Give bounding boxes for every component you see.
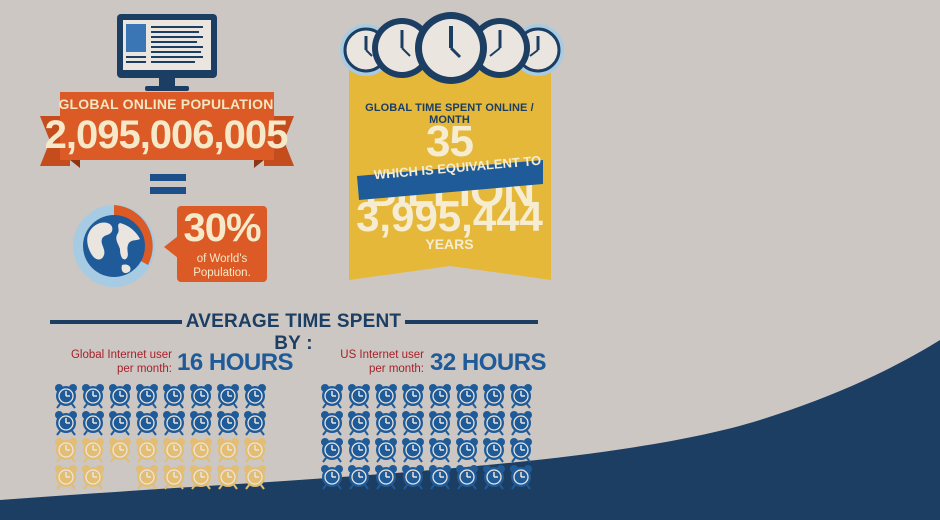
alarm-clock-icon — [429, 411, 451, 436]
alarm-clock-icon — [217, 438, 239, 463]
alarm-clock-icon — [510, 411, 532, 436]
alarm-clock-icon — [456, 411, 478, 436]
alarm-clock-icon — [375, 411, 397, 436]
global-hours: 16 HOURS — [177, 349, 294, 376]
alarm-clock-icon — [244, 384, 266, 409]
alarm-clock-icon — [348, 411, 370, 436]
percent-caption-line2: Population. — [193, 267, 251, 279]
average-title: AVERAGE TIME SPENT BY : — [185, 311, 402, 354]
alarm-clock-icon — [136, 465, 158, 490]
alarm-clock-icon — [82, 384, 104, 409]
population-ribbon — [40, 92, 294, 168]
alarm-clock-icon — [82, 411, 104, 436]
heading-line-right — [405, 320, 538, 324]
alarm-clock-icon — [348, 465, 370, 490]
wall-clock-icon — [470, 18, 530, 78]
alarm-clock-icon — [456, 384, 478, 409]
alarm-clock-icon — [402, 465, 424, 490]
population-value: 2,095,006,005 — [44, 113, 289, 157]
alarm-clock-icon — [55, 438, 77, 463]
alarm-clock-icon — [82, 438, 104, 463]
alarm-clock-icon — [244, 438, 266, 463]
alarm-clock-icon — [429, 438, 451, 463]
global-user-label: Global Internet user per month: — [40, 348, 172, 376]
percent-caption: of World's Population. — [177, 252, 267, 280]
alarm-clock-icon — [375, 384, 397, 409]
alarm-clock-icon — [163, 384, 185, 409]
alarm-clock-icon — [217, 411, 239, 436]
alarm-clock-icon — [510, 465, 532, 490]
alarm-clock-icon — [429, 384, 451, 409]
alarm-clock-icon — [321, 465, 343, 490]
alarm-clock-icon — [82, 465, 104, 490]
global-label-line2: per month: — [117, 363, 172, 375]
alarm-clock-icon — [456, 465, 478, 490]
alarm-clock-icon — [136, 384, 158, 409]
alarm-clock-icon — [456, 438, 478, 463]
alarm-clock-icon — [244, 465, 266, 490]
alarm-clock-icon — [321, 411, 343, 436]
alarm-clock-icon — [136, 411, 158, 436]
years-value: 3,995,444 — [356, 193, 543, 240]
alarm-clock-icon — [510, 384, 532, 409]
wall-clock-icon — [372, 18, 432, 78]
alarm-clock-icon — [375, 438, 397, 463]
alarm-clock-icon — [55, 384, 77, 409]
alarm-clock-icon — [217, 465, 239, 490]
global-label-line1: Global Internet user — [70, 349, 172, 361]
alarm-clock-icon — [321, 384, 343, 409]
alarm-clock-icon — [55, 465, 77, 490]
wall-clocks — [340, 12, 564, 84]
wall-clock-icon — [415, 12, 487, 84]
alarm-clock-icon — [348, 438, 370, 463]
us-user-label: US Internet user per month: — [290, 348, 424, 376]
alarm-clock-icon — [321, 438, 343, 463]
alarm-clock-icon — [402, 411, 424, 436]
alarm-clock-icon — [348, 384, 370, 409]
alarm-clock-icon — [429, 465, 451, 490]
alarm-clock-icon — [190, 465, 212, 490]
equals-sign — [150, 174, 186, 194]
alarm-clock-icon — [483, 384, 505, 409]
global-clock-grid — [55, 384, 266, 490]
globe-icon — [73, 205, 155, 287]
us-label-line2: per month: — [369, 363, 424, 375]
alarm-clock-icon — [483, 411, 505, 436]
monitor-icon — [117, 14, 217, 91]
years-label: YEARS — [425, 236, 474, 252]
alarm-clock-icon — [244, 411, 266, 436]
alarm-clock-icon — [55, 411, 77, 436]
alarm-clock-icon — [402, 384, 424, 409]
alarm-clock-icon — [483, 438, 505, 463]
alarm-clock-icon — [109, 438, 131, 463]
population-title: GLOBAL ONLINE POPULATION — [58, 96, 274, 112]
us-clock-grid — [321, 384, 532, 490]
percent-box — [177, 206, 267, 282]
alarm-clock-icon — [510, 438, 532, 463]
percent-caption-line1: of World's — [196, 253, 248, 265]
equivalent-band — [357, 160, 543, 200]
alarm-clock-icon — [163, 438, 185, 463]
percent-value: 30% — [183, 206, 261, 250]
alarm-clock-icon — [109, 411, 131, 436]
percent-pointer — [164, 236, 178, 258]
alarm-clock-icon — [190, 411, 212, 436]
alarm-clock-icon — [190, 384, 212, 409]
time-title: GLOBAL TIME SPENT ONLINE / MONTH — [365, 102, 534, 126]
alarm-clock-icon — [483, 465, 505, 490]
us-label-line1: US Internet user — [340, 349, 424, 361]
alarm-clock-icon — [375, 465, 397, 490]
us-hours: 32 HOURS — [430, 349, 547, 376]
alarm-clock-icon — [190, 438, 212, 463]
alarm-clock-icon — [109, 384, 131, 409]
alarm-clock-icon — [136, 438, 158, 463]
alarm-clock-icon — [163, 411, 185, 436]
alarm-clock-icon — [402, 438, 424, 463]
alarm-clock-icon — [217, 384, 239, 409]
heading-line-left — [50, 320, 182, 324]
alarm-clock-icon — [163, 465, 185, 490]
